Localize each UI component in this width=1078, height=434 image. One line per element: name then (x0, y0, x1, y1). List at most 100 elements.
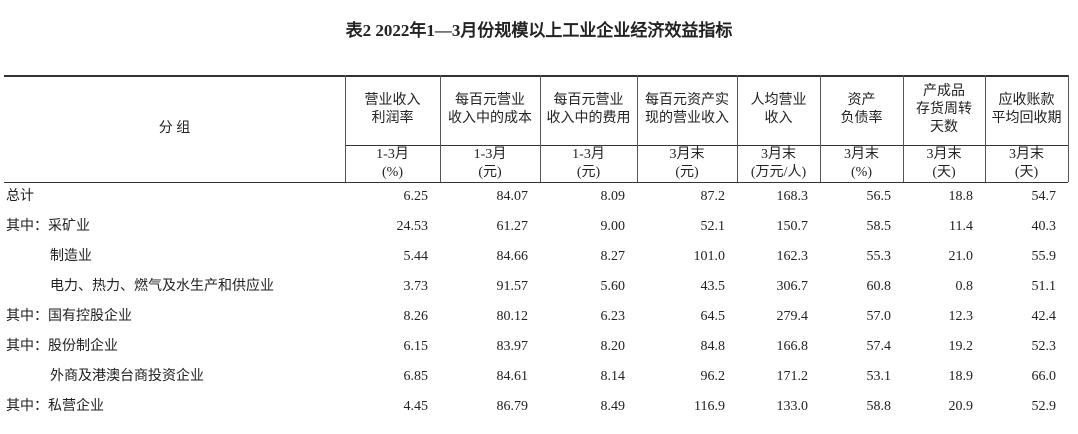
header-line: 现的营业收入 (645, 111, 729, 126)
header-line: 资产 (847, 93, 876, 108)
cell-value: 20.9 (948, 399, 974, 414)
unit-line: 3月末 (926, 146, 962, 162)
row-label: 其中：私营企业 (6, 399, 104, 414)
cell-value: 19.2 (948, 339, 974, 354)
unit-line: (元) (675, 164, 699, 180)
cell-value: 171.2 (776, 369, 809, 384)
rule (4, 75, 1068, 77)
cell-value: 52.9 (1031, 399, 1057, 414)
header-line: 营业收入 (364, 93, 421, 108)
table-title: 表2 2022年1—3月份规模以上工业企业经济效益指标 (345, 21, 733, 40)
unit-line: (天) (932, 164, 956, 180)
rule (1068, 75, 1069, 182)
rule (345, 145, 1068, 146)
unit-line: (元) (478, 164, 502, 180)
row-label: 其中：股份制企业 (6, 339, 118, 354)
header-line: 收入 (764, 111, 793, 126)
cell-value: 54.7 (1031, 189, 1057, 204)
cell-value: 60.8 (866, 279, 892, 294)
column-header: 每百元资产实 现的营业收入 (637, 75, 737, 145)
cell-value: 8.27 (600, 249, 626, 264)
cell-value: 4.45 (403, 399, 429, 414)
cell-value: 57.4 (866, 339, 892, 354)
cell-value: 5.60 (600, 279, 626, 294)
row-label: 制造业 (50, 249, 92, 264)
cell-value: 66.0 (1031, 369, 1057, 384)
header-line: 平均回收期 (991, 111, 1062, 126)
unit-line: 3月末 (669, 146, 705, 162)
unit-line: 3月末 (844, 146, 879, 162)
cell-value: 8.20 (600, 339, 626, 354)
cell-value: 18.9 (948, 369, 974, 384)
rule (737, 75, 738, 182)
cell-value: 84.61 (496, 369, 529, 384)
cell-value: 6.25 (403, 189, 429, 204)
header-line: 产成品 (923, 84, 965, 99)
cell-value: 91.57 (496, 279, 529, 294)
cell-value: 3.73 (403, 279, 429, 294)
column-header: 资产 负债率 (820, 75, 903, 145)
unit-line: (%) (382, 164, 403, 180)
header-line: 负债率 (840, 111, 883, 126)
cell-value: 84.8 (700, 339, 726, 354)
unit-line: (天) (1014, 164, 1039, 180)
cell-value: 24.53 (396, 219, 429, 234)
rule (903, 75, 904, 182)
cell-value: 56.5 (866, 189, 892, 204)
cell-value: 150.7 (776, 219, 809, 234)
rule (820, 75, 821, 182)
cell-value: 6.15 (403, 339, 429, 354)
cell-value: 306.7 (776, 279, 809, 294)
cell-value: 8.49 (600, 399, 626, 414)
unit-line: 1-3月 (572, 146, 605, 162)
cell-value: 53.1 (866, 369, 892, 384)
unit-line: 1-3月 (376, 146, 409, 162)
cell-value: 55.9 (1031, 249, 1057, 264)
cell-value: 42.4 (1031, 309, 1057, 324)
unit-line: 3月末 (1009, 146, 1044, 162)
cell-value: 11.4 (949, 219, 973, 234)
header-line: 收入中的费用 (546, 111, 631, 126)
row-label: 其中：采矿业 (6, 219, 90, 234)
cell-value: 84.66 (496, 249, 529, 264)
row-label: 总计 (6, 189, 34, 204)
cell-value: 162.3 (776, 249, 809, 264)
unit-line: (元) (576, 164, 601, 180)
cell-value: 57.0 (866, 309, 892, 324)
cell-value: 279.4 (776, 309, 809, 324)
cell-value: 64.5 (700, 309, 726, 324)
cell-value: 86.79 (496, 399, 529, 414)
cell-value: 6.85 (403, 369, 429, 384)
cell-value: 9.00 (600, 219, 626, 234)
cell-value: 83.97 (496, 339, 529, 354)
cell-value: 55.3 (866, 249, 892, 264)
unit-header: 3月末 (%) (820, 145, 903, 182)
rule (540, 75, 541, 182)
cell-value: 8.09 (600, 189, 626, 204)
unit-header: 3月末 (万元/人) (737, 145, 820, 182)
unit-line: (万元/人) (750, 164, 807, 180)
cell-value: 101.0 (693, 249, 726, 264)
rule (4, 182, 1068, 183)
unit-line: (%) (851, 164, 872, 180)
row-label: 其中：国有控股企业 (6, 309, 132, 324)
cell-value: 58.5 (866, 219, 892, 234)
cell-value: 40.3 (1031, 219, 1057, 234)
cell-value: 133.0 (776, 399, 809, 414)
rule (637, 75, 638, 182)
column-header: 产成品 存货周转 天数 (903, 75, 985, 145)
header-line: 存货周转 (916, 102, 972, 117)
cell-value: 8.26 (403, 309, 429, 324)
header-line: 利润率 (371, 111, 414, 126)
header-line: 人均营业 (750, 93, 807, 108)
cell-value: 58.8 (866, 399, 892, 414)
column-header: 应收账款 平均回收期 (985, 75, 1068, 145)
cell-value: 8.14 (600, 369, 626, 384)
cell-value: 87.2 (700, 189, 726, 204)
column-header: 每百元营业 收入中的成本 (440, 75, 540, 145)
column-header: 营业收入 利润率 (345, 75, 440, 145)
cell-value: 6.23 (600, 309, 626, 324)
row-label: 外商及港澳台商投资企业 (50, 369, 204, 384)
header-line: 收入中的成本 (448, 111, 532, 126)
header-line: 每百元营业 (553, 93, 624, 108)
